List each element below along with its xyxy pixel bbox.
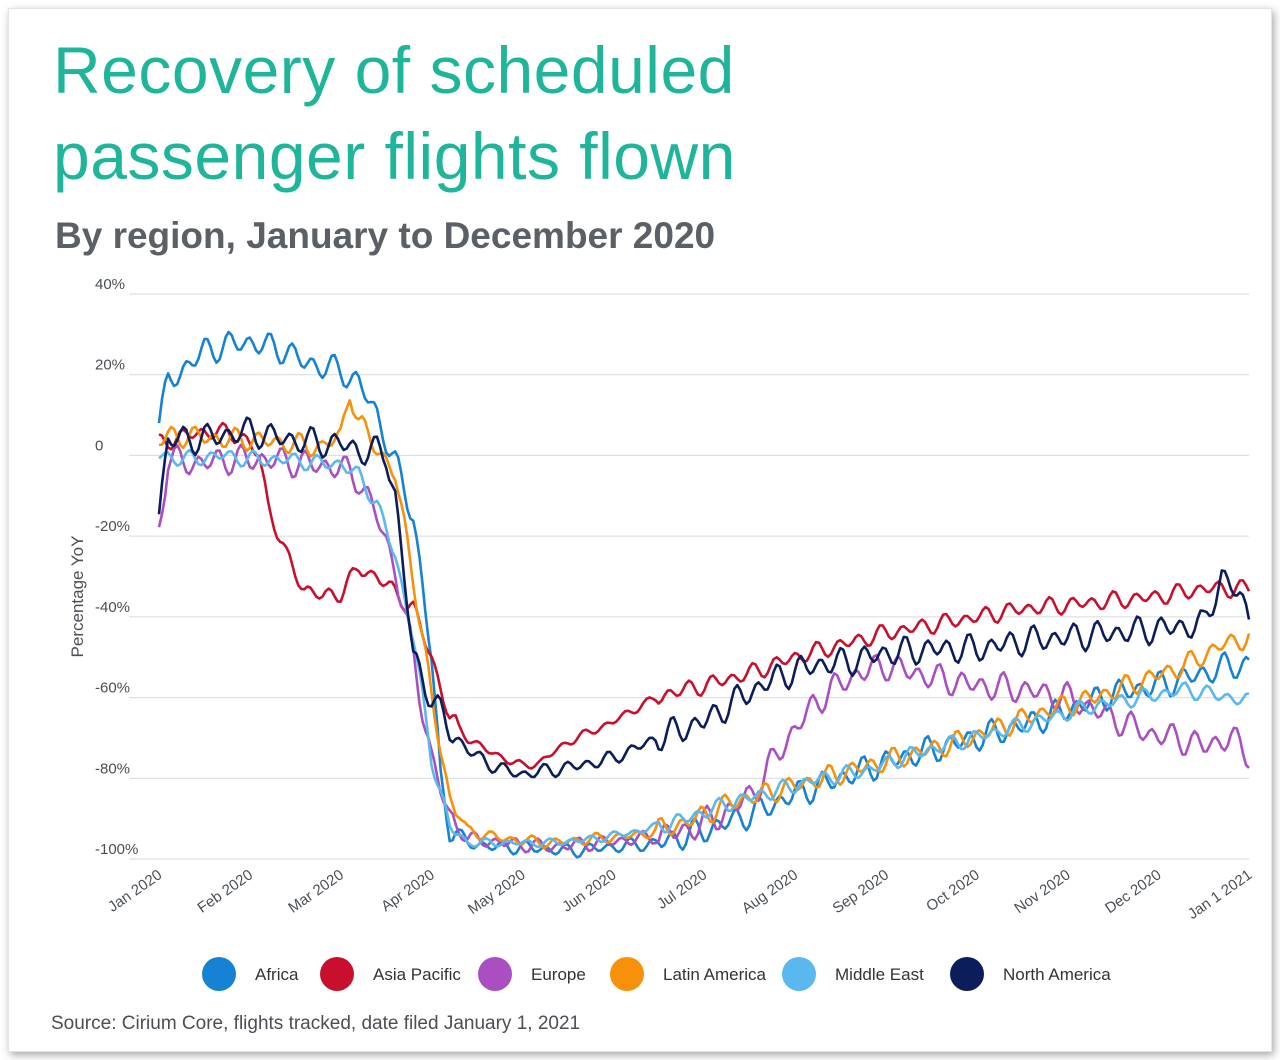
series-layer	[157, 330, 1251, 859]
legend: Africa Asia Pacific Europe Latin America Mid…	[202, 957, 1111, 991]
legend-label: Middle East	[835, 965, 924, 984]
series-line-north-america	[157, 416, 1251, 779]
legend-label: Latin America	[663, 965, 767, 984]
x-tick-label: May 2020	[465, 866, 529, 918]
line-chart: 40% 20% 0 -20% -40% -60% -80% -100% Percentage Y…	[68, 276, 1256, 991]
x-tick-label: Apr 2020	[378, 866, 438, 915]
y-tick-label: 40%	[95, 276, 125, 293]
y-tick-label: -20%	[95, 518, 130, 535]
chart-title: Recovery of scheduled passenger flights …	[53, 33, 736, 193]
source-note: Source: Cirium Core, flights tracked, da…	[51, 1013, 581, 1034]
y-axis-label: Percentage YoY	[68, 536, 87, 658]
legend-swatch	[478, 957, 512, 991]
series-line-middle-east	[158, 448, 1250, 849]
grid-layer	[129, 293, 1249, 860]
series-line-europe	[157, 443, 1250, 854]
chart-subtitle: By region, January to December 2020	[55, 215, 716, 256]
x-tick-label: Jan 2020	[105, 866, 165, 915]
x-tick-label: Mar 2020	[285, 866, 347, 916]
x-tick-label: Jul 2020	[654, 866, 710, 912]
legend-swatch	[782, 957, 816, 991]
series-line-latin-america	[158, 399, 1251, 850]
legend-swatch	[320, 957, 354, 991]
y-tick-label: -80%	[95, 760, 130, 777]
legend-label: North America	[1003, 965, 1111, 984]
y-tick-label: -60%	[95, 680, 130, 697]
y-tick-label: -40%	[95, 599, 130, 616]
legend-swatch	[950, 957, 984, 991]
x-tick-label: Oct 2020	[923, 866, 983, 915]
legend-swatch	[610, 957, 644, 991]
legend-label: Africa	[255, 965, 299, 984]
x-tick-label: Sep 2020	[830, 866, 892, 917]
x-tick-label: Jun 2020	[559, 866, 619, 915]
y-tick-label: 20%	[95, 357, 125, 374]
x-tick-label: Feb 2020	[194, 866, 256, 916]
x-tick-label: Aug 2020	[739, 866, 801, 917]
series-line-africa	[157, 330, 1250, 859]
legend-label: Europe	[531, 965, 586, 984]
legend-label: Asia Pacific	[373, 965, 461, 984]
legend-swatch	[202, 957, 236, 991]
x-tick-label: Jan 1 2021	[1185, 866, 1256, 923]
series-line-asia-pacific	[158, 421, 1251, 770]
x-tick-label: Dec 2020	[1102, 866, 1164, 917]
chart-card: Recovery of scheduled passenger flights …	[8, 8, 1272, 1052]
x-tick-label: Nov 2020	[1011, 866, 1073, 917]
y-tick-label: -100%	[95, 841, 138, 858]
y-tick-label: 0	[95, 437, 103, 454]
